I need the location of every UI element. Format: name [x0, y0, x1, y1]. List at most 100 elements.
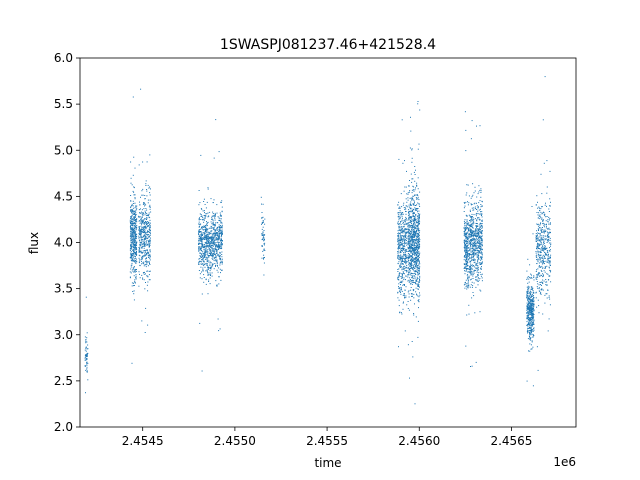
data-point [401, 258, 403, 260]
data-point [409, 247, 411, 249]
data-point [145, 238, 147, 240]
data-point [202, 233, 204, 235]
data-point [532, 336, 534, 338]
data-point [543, 240, 545, 242]
data-point [86, 352, 88, 354]
data-point [213, 260, 215, 262]
data-point [214, 236, 216, 238]
data-point [464, 273, 466, 275]
data-point [200, 235, 202, 237]
data-point [408, 309, 410, 311]
data-point [411, 192, 413, 194]
data-point [470, 236, 472, 238]
data-point [200, 223, 202, 225]
data-point [540, 237, 542, 239]
data-point [87, 352, 89, 354]
data-point [133, 243, 135, 245]
data-point [397, 257, 399, 259]
data-point [206, 201, 208, 203]
data-point [414, 262, 416, 264]
data-point [467, 265, 469, 267]
data-point [417, 271, 418, 273]
data-point [535, 237, 537, 239]
data-point [144, 205, 145, 207]
data-point [465, 222, 467, 224]
data-point [211, 239, 213, 241]
data-point [479, 226, 481, 228]
data-point [470, 219, 472, 221]
data-point [481, 215, 482, 216]
data-point [541, 281, 543, 283]
data-point [218, 217, 220, 219]
data-point [219, 212, 221, 214]
data-point [149, 199, 151, 201]
data-point [140, 239, 142, 241]
data-point [476, 220, 478, 222]
data-point [145, 226, 147, 228]
data-point [132, 232, 134, 234]
data-point [145, 254, 147, 256]
data-point [131, 254, 133, 256]
data-point [409, 147, 411, 149]
data-point [471, 235, 473, 236]
data-point [211, 233, 213, 235]
data-point [531, 317, 533, 319]
data-point [206, 264, 208, 266]
data-point [144, 245, 146, 247]
data-point [262, 250, 264, 252]
data-point [465, 227, 467, 229]
data-point [398, 232, 400, 234]
data-point [467, 223, 469, 225]
data-point [470, 225, 472, 227]
data-point [144, 288, 146, 290]
data-point [144, 226, 146, 228]
data-point [529, 320, 530, 322]
data-point [206, 236, 208, 238]
data-point [135, 269, 137, 271]
data-point [261, 223, 263, 224]
data-point [417, 208, 419, 209]
data-point [418, 218, 420, 220]
data-point [418, 284, 420, 286]
data-point [397, 271, 399, 272]
data-point [202, 251, 204, 253]
data-point [143, 234, 145, 236]
data-point [134, 232, 136, 234]
data-point [130, 253, 132, 255]
data-point [418, 222, 420, 224]
data-point [549, 250, 551, 252]
data-point [201, 259, 202, 261]
data-point [133, 211, 135, 213]
data-point [477, 210, 479, 212]
data-point [406, 249, 408, 251]
data-point [220, 201, 222, 203]
data-point [398, 201, 400, 203]
data-point [478, 228, 480, 230]
data-point [532, 233, 534, 235]
data-point [405, 279, 406, 281]
data-point [532, 317, 534, 319]
data-point [415, 258, 417, 260]
data-point [129, 235, 131, 237]
data-point [419, 221, 421, 223]
data-point [540, 238, 542, 240]
data-point [464, 234, 466, 236]
data-point [203, 246, 205, 248]
data-point [471, 286, 473, 288]
data-point [85, 346, 87, 348]
data-point [467, 253, 469, 255]
data-point [463, 211, 465, 212]
data-point [412, 282, 414, 284]
data-point [135, 278, 137, 280]
data-point [203, 232, 205, 234]
data-point [472, 273, 474, 275]
data-point [84, 336, 86, 338]
data-point [533, 327, 535, 329]
data-point [135, 234, 137, 236]
data-point [476, 225, 478, 227]
data-point [401, 215, 403, 217]
data-point [139, 212, 141, 214]
data-point [464, 283, 466, 285]
data-point [407, 206, 409, 208]
data-point [417, 268, 419, 269]
